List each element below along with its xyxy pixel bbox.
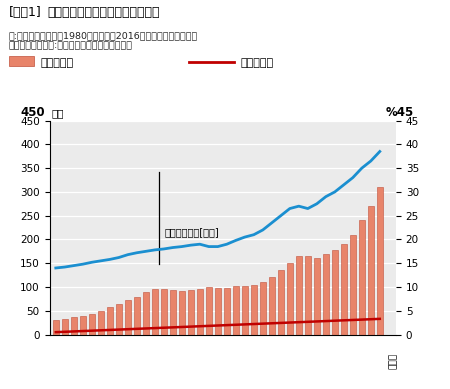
Bar <box>350 235 356 335</box>
Bar <box>278 270 284 335</box>
Bar <box>332 250 338 335</box>
Text: トレンド線: トレンド線 <box>241 58 274 68</box>
Bar <box>188 290 194 335</box>
Bar <box>107 307 113 335</box>
Text: 注:「トレンド線」は1980年度末から2016年度末までの平均的な: 注:「トレンド線」は1980年度末から2016年度末までの平均的な <box>9 31 198 40</box>
Bar <box>98 311 104 335</box>
Bar <box>314 258 320 335</box>
Bar <box>143 292 149 335</box>
Bar <box>62 319 68 335</box>
Bar <box>260 282 266 335</box>
Bar <box>161 289 167 335</box>
Bar <box>53 320 59 335</box>
Bar <box>224 288 230 335</box>
Bar <box>80 315 86 335</box>
Bar <box>251 285 257 335</box>
Bar <box>170 290 176 335</box>
Text: 傾向を示す　資料:財務省「法人企業統計調査」: 傾向を示す 資料:財務省「法人企業統計調査」 <box>9 42 133 51</box>
Bar <box>125 300 131 335</box>
Text: %45: %45 <box>386 106 414 119</box>
Bar <box>197 289 203 335</box>
Text: [図表1]: [図表1] <box>9 6 42 19</box>
Bar <box>71 317 77 335</box>
Text: 兆円: 兆円 <box>52 109 64 119</box>
Bar <box>179 291 185 335</box>
Text: 利益剰余金と自己資本比率の推移: 利益剰余金と自己資本比率の推移 <box>47 6 160 19</box>
Text: 自己資本比率[右軸]: 自己資本比率[右軸] <box>165 227 220 237</box>
Bar <box>305 256 311 335</box>
Text: 年度末: 年度末 <box>389 352 398 369</box>
Bar <box>359 221 365 335</box>
Bar <box>287 263 293 335</box>
Bar <box>377 187 383 335</box>
Bar <box>269 277 275 335</box>
Bar <box>215 288 221 335</box>
Bar <box>206 287 212 335</box>
Bar <box>323 254 329 335</box>
Bar <box>242 286 248 335</box>
Bar <box>116 304 122 335</box>
Bar <box>152 289 158 335</box>
Bar <box>89 314 95 335</box>
Bar <box>341 244 347 335</box>
Text: 利益剰余金: 利益剰余金 <box>40 58 74 68</box>
Bar <box>134 296 140 335</box>
Bar <box>233 286 239 335</box>
Bar <box>296 256 302 335</box>
Text: 450: 450 <box>20 106 45 119</box>
Bar <box>368 206 374 335</box>
